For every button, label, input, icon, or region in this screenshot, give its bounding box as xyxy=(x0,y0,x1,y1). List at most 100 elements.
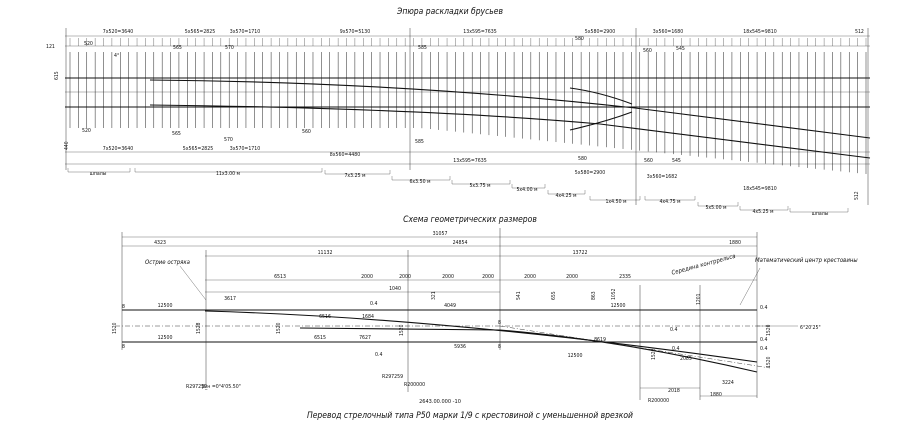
top-dim: 570 xyxy=(225,45,234,51)
angle-beta: β_н =0°4'05.50" xyxy=(202,384,241,390)
length-label: 6х3.50 м xyxy=(409,179,431,185)
misc-label: 2085 xyxy=(680,356,692,362)
bottom-group-7: 3х560=1682 xyxy=(647,174,677,180)
misc-label: 1201 xyxy=(696,293,702,305)
dim-top-row: 2000 xyxy=(399,274,411,280)
bottom-group-4: 8х560=4480 xyxy=(330,152,360,158)
dim-top-row: 2000 xyxy=(361,274,373,280)
dim-top-row: 2000 xyxy=(566,274,578,280)
dim-mid: 12500 xyxy=(611,303,626,309)
geo-diverging-1 xyxy=(204,310,758,363)
radius-label: R297259 xyxy=(186,384,207,390)
dim-top-row: 2335 xyxy=(619,274,631,280)
top-dim: 560 xyxy=(643,48,652,54)
diverging-rail-1 xyxy=(149,79,871,139)
svg-text:8: 8 xyxy=(122,304,125,310)
misc-label: 2018 xyxy=(668,388,680,394)
layout-diagram: 7х520=3640 5х565=2825 3х570=1710 9х570=5… xyxy=(46,28,871,217)
length-label: 7х3.25 м xyxy=(344,173,366,179)
offset-label: 0.4 xyxy=(375,352,382,358)
bottom-group-5: 13х595=7635 xyxy=(453,158,486,164)
dim-rail: 5936 xyxy=(454,344,466,350)
offset-label: 0.4 xyxy=(760,337,767,343)
length-label: 4х4.75 м xyxy=(659,199,681,205)
label-seredina: Середина контррельса xyxy=(671,253,737,277)
bottom-group-3: 3х570=1710 xyxy=(230,146,260,152)
dim-mid: 541 xyxy=(516,291,522,300)
layout-title: Эпюра раскладки брусьев xyxy=(396,7,504,17)
dim-top-row: 2000 xyxy=(524,274,536,280)
dim-rail: 4049 xyxy=(444,303,456,309)
gauge-label: 1520 xyxy=(276,322,282,334)
top-group-6: 5х580=2900 xyxy=(585,29,615,35)
svg-text:8: 8 xyxy=(498,344,501,350)
bottom-dim: 570 xyxy=(224,137,233,143)
dim-top-row: 6513 xyxy=(274,274,286,280)
radius-label: R297259 xyxy=(382,374,403,380)
svg-text:8: 8 xyxy=(122,344,125,350)
top-dim: 121 xyxy=(46,44,55,50)
length-label: шпалы xyxy=(812,211,829,217)
seg-24854: 24854 xyxy=(453,240,468,246)
top-dim: 615 xyxy=(54,71,60,80)
length-label: 5х4.00 м xyxy=(516,187,538,193)
dim-top-row: 2000 xyxy=(482,274,494,280)
angle-cross: 6°20'25" xyxy=(800,325,821,331)
sleeper-ties xyxy=(69,38,867,174)
top-group-3: 3х570=1710 xyxy=(230,29,260,35)
dim-rail: 12500 xyxy=(158,303,173,309)
top-group-7: 3х560=1680 xyxy=(653,29,683,35)
top-dim: 565 xyxy=(173,45,182,51)
svg-text:8: 8 xyxy=(498,320,501,326)
length-label: 1х4.50 м xyxy=(605,199,627,205)
dim-mid: 863 xyxy=(591,291,597,300)
bottom-dim: 565 xyxy=(172,131,181,137)
offset-label: 0.4 xyxy=(370,301,377,307)
top-dim: 580 xyxy=(575,36,584,42)
radius-label: R200000 xyxy=(648,398,669,404)
gauge-label: 1528 xyxy=(196,322,202,334)
dim-rail: 6515 xyxy=(314,335,326,341)
length-label: 4х4.25 м xyxy=(555,193,577,199)
misc-label: 1880 xyxy=(710,392,722,398)
seg-13722: 13722 xyxy=(573,250,588,256)
drawing-number: 2643.00.000 -10 xyxy=(419,399,461,405)
dim-mid: 3617 xyxy=(224,296,236,302)
top-angle: 4° xyxy=(114,53,119,59)
length-label: 5х5.00 м xyxy=(705,205,727,211)
bottom-dim: 520 xyxy=(82,128,91,134)
dim-rail: 8619 xyxy=(594,337,606,343)
gauge-label: 1520 xyxy=(766,324,772,336)
bottom-dim: 512 xyxy=(854,191,860,200)
gauge-label: 1520 xyxy=(112,322,118,334)
geometry-diagram: 31057 4323 24854 1880 11132 13722 Острие… xyxy=(112,228,858,404)
length-label: шпалы xyxy=(90,171,107,177)
bottom-dim: 440 xyxy=(64,141,70,150)
label-ostrie: Острие остряка xyxy=(145,259,190,266)
length-label: 5х3.75 м xyxy=(469,183,491,189)
geo-diverging-2 xyxy=(299,327,758,373)
offset-label: 0.4 xyxy=(760,305,767,311)
bottom-group-2: 5х565=2825 xyxy=(183,146,213,152)
bottom-group-8: 18х545=9810 xyxy=(743,186,776,192)
top-group-5: 13х595=7635 xyxy=(463,29,496,35)
bottom-dim: 585 xyxy=(415,139,424,145)
top-dim: 585 xyxy=(418,45,427,51)
top-dim: 545 xyxy=(676,46,685,52)
length-label: 11х3.00 м xyxy=(216,171,241,177)
top-group-2: 5х565=2825 xyxy=(185,29,215,35)
top-group-4: 9х570=5130 xyxy=(340,29,370,35)
radius-label: R200000 xyxy=(404,382,425,388)
dim-mid: 655 xyxy=(551,291,557,300)
dim-rail: 12500 xyxy=(158,335,173,341)
dim-mid: 1040 xyxy=(389,286,401,292)
bottom-dim: 545 xyxy=(672,158,681,164)
top-group-8: 18х545=9810 xyxy=(743,29,776,35)
offset-label: 0.4 xyxy=(672,346,679,352)
misc-label: 3224 xyxy=(722,380,734,386)
diverging-rail-2 xyxy=(149,104,871,159)
dim-rail: 12500 xyxy=(568,353,583,359)
seg-a: 4323 xyxy=(154,240,166,246)
seg-11132: 11132 xyxy=(318,250,333,256)
offset-label: 0.4 xyxy=(670,327,677,333)
